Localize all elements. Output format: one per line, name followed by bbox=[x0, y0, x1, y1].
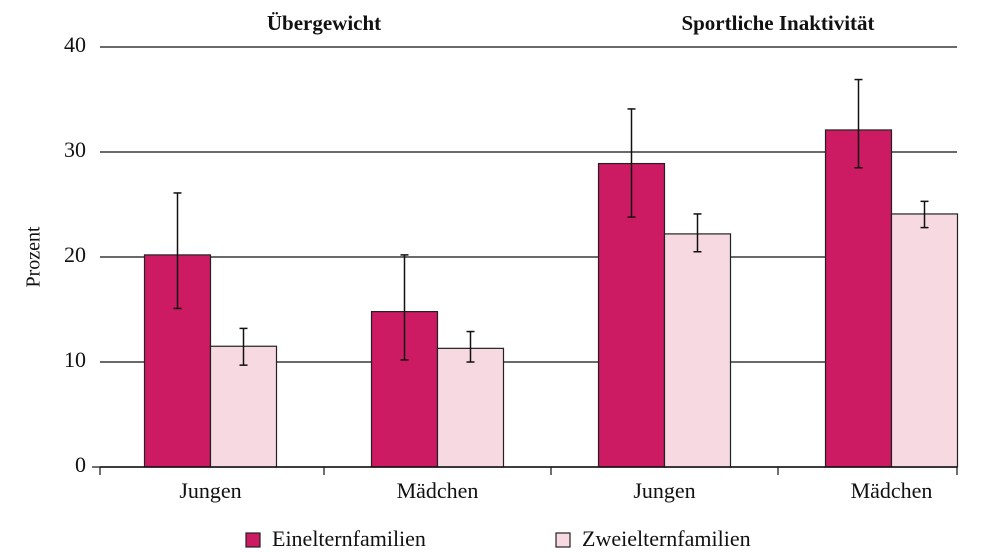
y-tick-label: 10 bbox=[64, 347, 86, 372]
group-label: Sportliche Inaktivität bbox=[681, 11, 874, 35]
y-tick-label: 30 bbox=[64, 137, 86, 162]
bar bbox=[209, 345, 278, 468]
group-label: Übergewicht bbox=[267, 11, 381, 35]
x-tick-label: Jungen bbox=[633, 478, 695, 503]
y-axis-label: Prozent bbox=[23, 226, 45, 288]
x-tick-label: Mädchen bbox=[397, 478, 479, 503]
x-tick-label: Jungen bbox=[179, 478, 241, 503]
legend-swatch bbox=[555, 532, 571, 548]
y-tick-label: 0 bbox=[75, 452, 86, 477]
bar bbox=[824, 129, 893, 468]
x-tick-label: Mädchen bbox=[851, 478, 933, 503]
legend-label: Einelternfamilien bbox=[272, 526, 426, 551]
legend-label: Zweielternfamilien bbox=[582, 526, 751, 551]
y-tick-label: 40 bbox=[64, 32, 86, 57]
bar bbox=[890, 213, 959, 468]
y-tick-label: 20 bbox=[64, 242, 86, 267]
legend-swatch bbox=[245, 532, 261, 548]
bar bbox=[436, 347, 505, 468]
bar bbox=[663, 233, 732, 468]
